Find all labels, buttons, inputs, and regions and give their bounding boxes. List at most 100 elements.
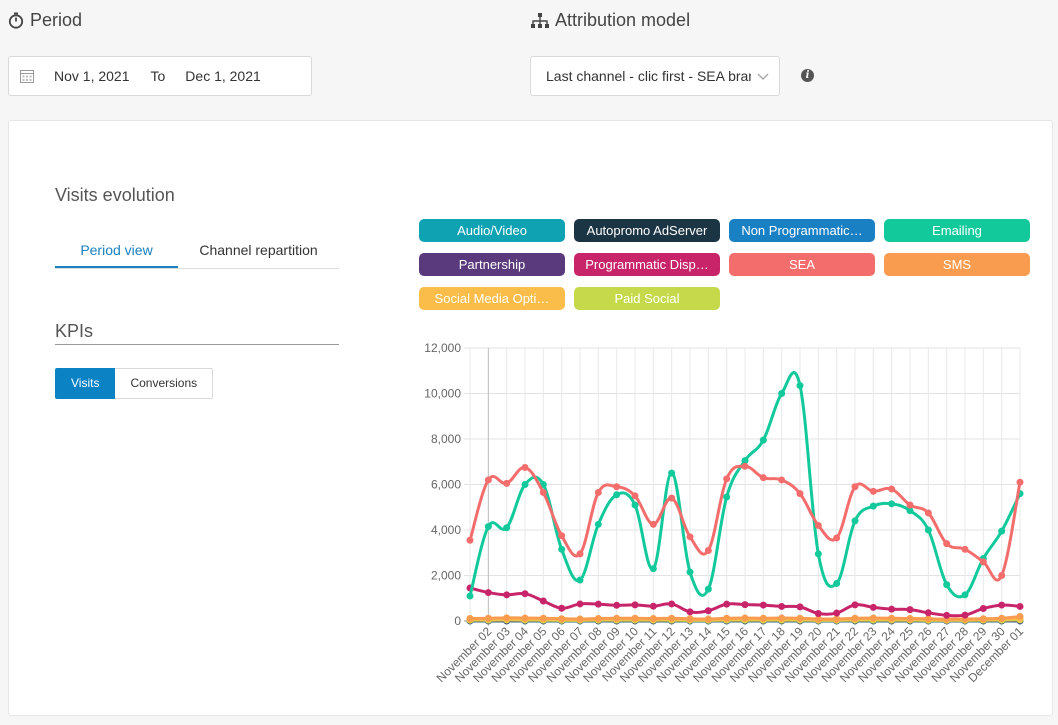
data-point bbox=[668, 494, 676, 502]
data-point bbox=[484, 523, 492, 531]
data-point bbox=[833, 579, 841, 587]
data-point bbox=[594, 614, 602, 622]
data-point bbox=[613, 491, 621, 499]
view-tabs: Period view Channel repartition bbox=[55, 231, 339, 269]
data-point bbox=[833, 615, 841, 623]
legend-item-audio-video[interactable]: Audio/Video bbox=[419, 219, 565, 242]
data-point bbox=[649, 520, 657, 528]
data-point bbox=[704, 585, 712, 593]
data-point bbox=[539, 488, 547, 496]
data-point bbox=[686, 608, 694, 616]
legend-item-paid-social[interactable]: Paid Social bbox=[574, 287, 720, 310]
date-range-picker[interactable]: Nov 1, 2021 To Dec 1, 2021 bbox=[8, 56, 312, 96]
data-point bbox=[796, 382, 804, 390]
data-point bbox=[704, 546, 712, 554]
data-point bbox=[869, 487, 877, 495]
data-point bbox=[576, 576, 584, 584]
data-point bbox=[686, 568, 694, 576]
data-point bbox=[668, 600, 676, 608]
y-tick-label: 4,000 bbox=[431, 523, 461, 537]
data-point bbox=[924, 526, 932, 534]
legend-item-partnership[interactable]: Partnership bbox=[419, 253, 565, 276]
data-point bbox=[649, 602, 657, 610]
data-point bbox=[649, 614, 657, 622]
data-point bbox=[759, 436, 767, 444]
data-point bbox=[979, 615, 987, 623]
conversions-button[interactable]: Conversions bbox=[115, 368, 214, 399]
data-point bbox=[466, 592, 474, 600]
start-date[interactable]: Nov 1, 2021 bbox=[54, 68, 130, 84]
data-point bbox=[594, 600, 602, 608]
data-point bbox=[649, 565, 657, 573]
data-point bbox=[503, 614, 511, 622]
legend-item-sms[interactable]: SMS bbox=[884, 253, 1030, 276]
data-point bbox=[631, 601, 639, 609]
data-point bbox=[833, 534, 841, 542]
data-point bbox=[521, 463, 529, 471]
legend-item-social-media-optimization[interactable]: Social Media Opti… bbox=[419, 287, 565, 310]
attribution-title: Attribution model bbox=[555, 10, 691, 30]
data-point bbox=[778, 390, 786, 397]
data-point bbox=[888, 614, 896, 622]
data-point bbox=[943, 611, 951, 619]
data-point bbox=[851, 614, 859, 622]
tab-period-view[interactable]: Period view bbox=[55, 231, 178, 268]
kpis-title: KPIs bbox=[55, 321, 339, 345]
data-point bbox=[943, 540, 951, 548]
data-point bbox=[558, 545, 566, 553]
data-point bbox=[503, 591, 511, 599]
data-point bbox=[979, 558, 987, 566]
data-point bbox=[796, 614, 804, 622]
data-point bbox=[924, 615, 932, 623]
data-point bbox=[631, 614, 639, 622]
y-tick-label: 6,000 bbox=[431, 478, 461, 492]
data-point bbox=[796, 603, 804, 611]
visits-button[interactable]: Visits bbox=[55, 368, 116, 399]
data-point bbox=[778, 614, 786, 622]
data-point bbox=[998, 572, 1006, 579]
tab-channel-repartition[interactable]: Channel repartition bbox=[199, 242, 318, 258]
data-point bbox=[814, 521, 822, 529]
data-point bbox=[778, 476, 786, 484]
data-point bbox=[796, 490, 804, 498]
data-point bbox=[521, 614, 529, 622]
data-point bbox=[723, 493, 731, 501]
y-tick-label: 2,000 bbox=[431, 569, 461, 583]
attribution-model-select[interactable]: Last channel - clic first - SEA brand bbox=[530, 56, 780, 96]
data-point bbox=[906, 507, 914, 515]
end-date[interactable]: Dec 1, 2021 bbox=[185, 68, 261, 84]
legend-item-emailing[interactable]: Emailing bbox=[884, 219, 1030, 242]
data-point bbox=[1016, 612, 1024, 620]
period-label: Period bbox=[8, 10, 82, 31]
data-point bbox=[484, 476, 492, 484]
data-point bbox=[741, 614, 749, 622]
legend-item-autopromo-adserver[interactable]: Autopromo AdServer bbox=[574, 219, 720, 242]
legend-item-sea[interactable]: SEA bbox=[729, 253, 875, 276]
data-point bbox=[613, 614, 621, 622]
data-point bbox=[741, 457, 749, 465]
data-point bbox=[869, 614, 877, 622]
data-point bbox=[851, 483, 859, 491]
data-point bbox=[778, 602, 786, 610]
calendar-icon bbox=[20, 69, 34, 83]
data-point bbox=[924, 609, 932, 617]
data-point bbox=[814, 550, 822, 558]
data-point bbox=[576, 600, 584, 608]
data-point bbox=[906, 501, 914, 509]
data-point bbox=[998, 614, 1006, 622]
legend-item-programmatic-display[interactable]: Programmatic Disp… bbox=[574, 253, 720, 276]
legend-item-non-programmatic[interactable]: Non Programmatic… bbox=[729, 219, 875, 242]
data-point bbox=[741, 601, 749, 609]
kpi-toggle: Visits Conversions bbox=[55, 368, 214, 399]
data-point bbox=[759, 614, 767, 622]
data-point bbox=[686, 615, 694, 623]
data-point bbox=[759, 474, 767, 482]
info-icon[interactable]: i bbox=[801, 69, 814, 82]
data-point bbox=[888, 485, 896, 493]
period-title: Period bbox=[30, 10, 83, 30]
data-point bbox=[741, 462, 749, 470]
data-point bbox=[521, 481, 529, 488]
data-point bbox=[1016, 602, 1024, 610]
data-point bbox=[1016, 478, 1024, 486]
data-point bbox=[539, 614, 547, 622]
